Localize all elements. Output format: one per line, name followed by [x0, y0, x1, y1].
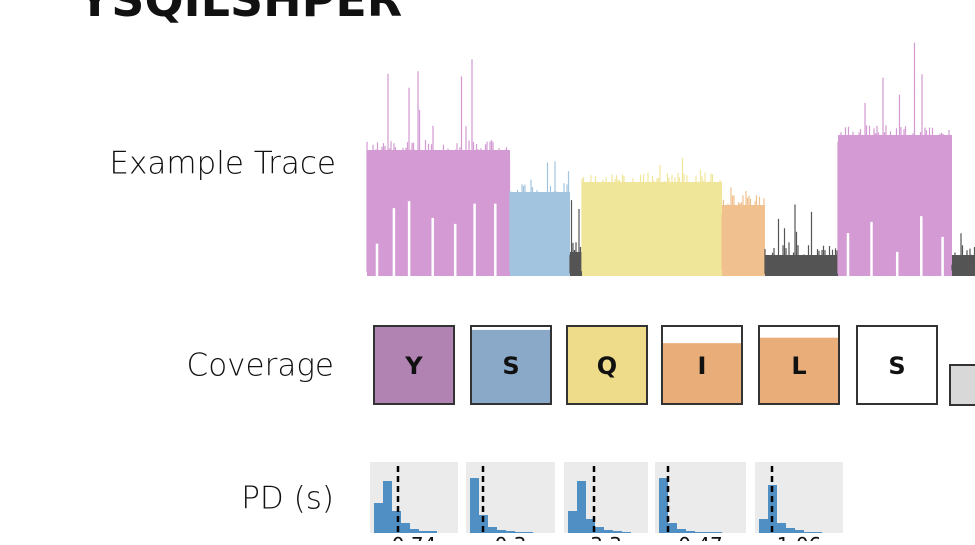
pd-label: 1.06 — [777, 533, 822, 541]
row-label: PD (s) — [241, 481, 334, 517]
trace-noise — [581, 158, 723, 274]
pd-histograms: 0.74 0.3 3.3 0.47 1.06 — [370, 462, 843, 545]
residue-letter: S — [888, 352, 905, 380]
hist-bar — [668, 523, 677, 533]
coverage-fill — [374, 326, 454, 404]
hist-bar — [786, 528, 795, 533]
hist-bar — [704, 532, 713, 533]
hist-bar — [659, 478, 668, 533]
hist-bar — [524, 532, 533, 533]
residue-letter: Q — [597, 352, 617, 380]
coverage-fill — [567, 326, 647, 404]
hist-bar — [622, 532, 631, 533]
hist-bar — [759, 519, 768, 533]
residue-letter: Y — [404, 352, 423, 380]
hist-bar — [604, 530, 613, 533]
hist-bar — [568, 511, 577, 533]
trace-gap — [846, 216, 944, 276]
pd-label: 0.47 — [678, 533, 723, 541]
trace-noise — [509, 161, 570, 274]
hist-bar — [515, 532, 524, 533]
hist-bar — [795, 530, 804, 533]
hist-bar — [488, 527, 497, 533]
trace-noise — [569, 200, 582, 274]
coverage-fill — [759, 337, 839, 404]
coverage-fill — [662, 343, 742, 404]
row-label: Coverage — [187, 348, 334, 384]
hist-bar — [479, 515, 488, 533]
trace-noise — [837, 42, 952, 274]
hist-bar — [686, 531, 695, 533]
trace-noise — [951, 233, 975, 274]
hist-bar — [777, 523, 786, 533]
box-border — [758, 325, 840, 405]
hist-bar — [595, 527, 604, 533]
partial-box — [949, 364, 975, 406]
trace-noise — [764, 204, 838, 274]
hist-bar — [428, 531, 437, 533]
residue-letter: L — [791, 352, 806, 380]
residue-letter: I — [698, 352, 707, 380]
trace-noise — [721, 187, 765, 274]
example-trace — [366, 42, 975, 276]
box-border — [373, 325, 455, 405]
hist-bar — [506, 531, 515, 533]
hist-bar — [374, 503, 383, 533]
residue-letter: S — [502, 352, 519, 380]
coverage-fill — [471, 329, 551, 404]
hist-bar — [577, 481, 586, 533]
hist-bar — [586, 519, 595, 533]
hist-bar — [410, 529, 419, 533]
hist-bar — [470, 478, 479, 533]
hist-bar — [813, 532, 822, 533]
peptide-title: YSQILSHPER — [77, 0, 402, 27]
pd-label: 0.3 — [495, 533, 527, 541]
pd-label: 0.74 — [392, 533, 437, 541]
hist-bar — [419, 531, 428, 533]
hist-bar — [677, 529, 686, 533]
row-label: Example Trace — [109, 146, 336, 182]
hist-bar — [401, 523, 410, 533]
pd-label: 3.3 — [590, 533, 622, 541]
box-border — [661, 325, 743, 405]
box-bg — [857, 326, 937, 404]
hist-bg — [655, 462, 746, 533]
box-border — [566, 325, 648, 405]
hist-bar — [497, 530, 506, 533]
hist-bar — [695, 532, 704, 533]
hist-bar — [383, 481, 392, 533]
trace-gap — [375, 201, 497, 276]
hist-bar — [613, 531, 622, 533]
hist-bar — [392, 511, 401, 533]
hist-bar — [713, 532, 722, 533]
box-border — [470, 325, 552, 405]
hist-bar — [804, 532, 813, 533]
box-border — [856, 325, 938, 405]
